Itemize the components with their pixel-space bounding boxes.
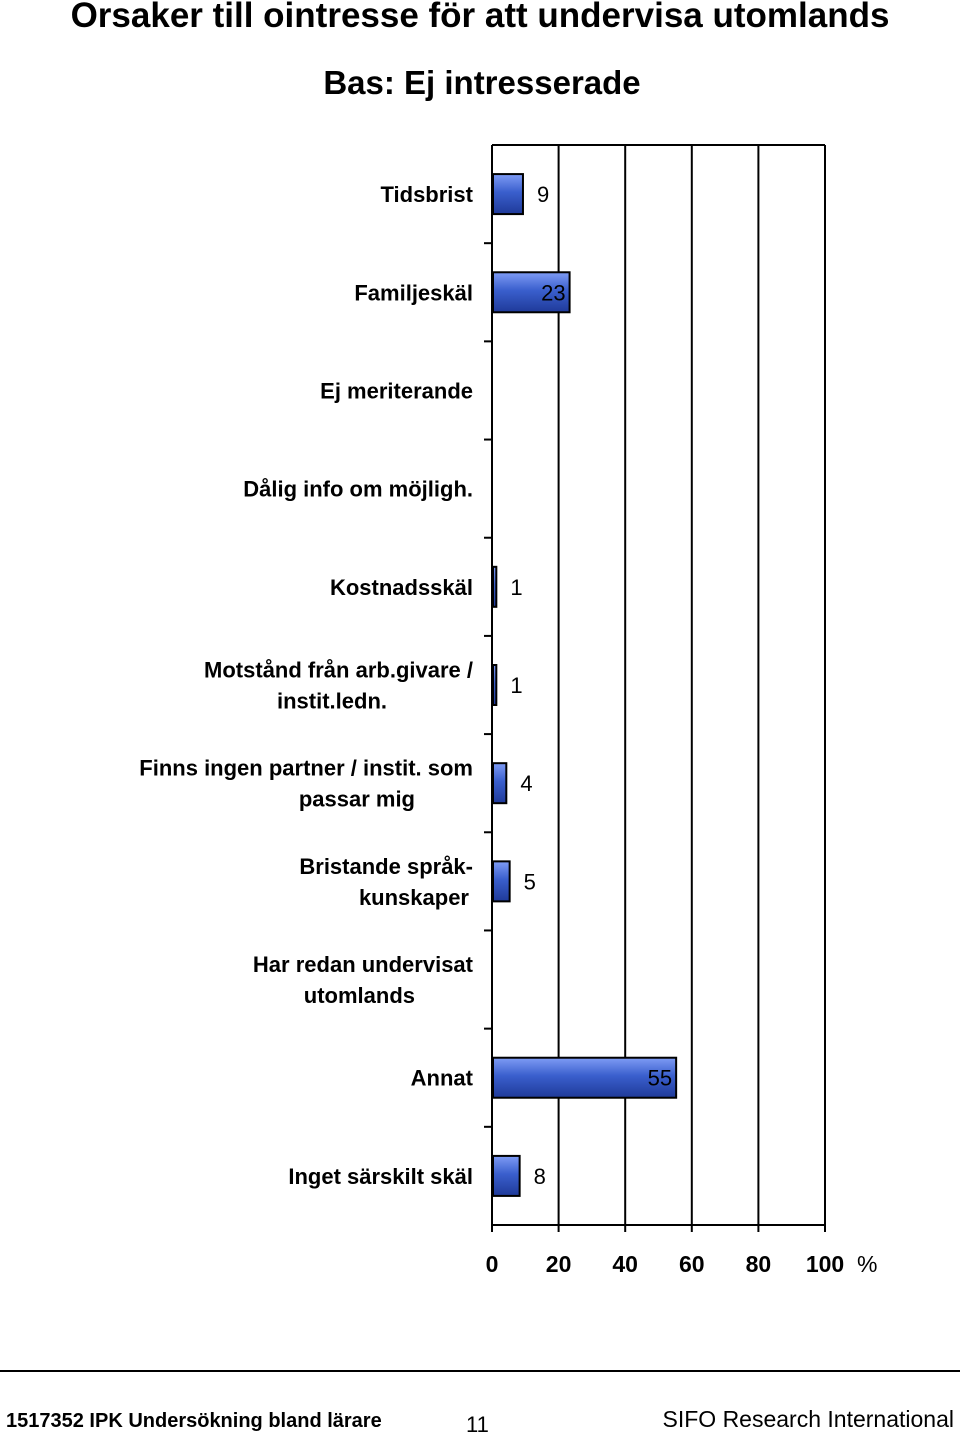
- bar: [492, 565, 498, 608]
- category-label-line: Tidsbrist: [380, 182, 473, 207]
- category-label-line: utomlands: [304, 983, 415, 1008]
- chart-title: Orsaker till ointresse för att undervisa…: [70, 0, 890, 35]
- data-label: 23: [541, 280, 565, 305]
- category-label: Kostnadsskäl: [330, 575, 473, 600]
- category-label: Har redan undervisat utomlands: [253, 952, 474, 1008]
- bar: [492, 1154, 521, 1197]
- category-label: Dålig info om möjligh.: [243, 477, 473, 502]
- bar: [492, 1056, 678, 1099]
- x-tick-label: 20: [546, 1251, 572, 1277]
- category-label-line: instit.ledn.: [277, 689, 387, 714]
- bar: [492, 762, 508, 805]
- footer-company: SIFO Research International: [662, 1406, 954, 1432]
- category-label-line: kunskaper: [359, 885, 469, 910]
- x-tick-label: 0: [486, 1251, 499, 1277]
- category-label-line: Har redan undervisat: [253, 952, 474, 977]
- category-label-line: Inget särskilt skäl: [288, 1164, 473, 1189]
- x-tick-label: 40: [612, 1251, 638, 1277]
- category-label: Familjeskäl: [354, 280, 473, 305]
- data-label: 55: [648, 1066, 672, 1091]
- category-label: Ej meriterande: [320, 378, 473, 403]
- category-label-line: Dålig info om möjligh.: [243, 477, 473, 502]
- footer-report-id: 1517352 IPK Undersökning bland lärare: [6, 1410, 382, 1432]
- category-label-line: Annat: [411, 1066, 474, 1091]
- footer-divider: [0, 1370, 960, 1372]
- category-label: Bristande språk-kunskaper: [299, 854, 473, 910]
- data-label: 9: [537, 182, 549, 207]
- category-label: Tidsbrist: [380, 182, 473, 207]
- category-label-line: Motstånd från arb.givare /: [204, 658, 473, 683]
- x-tick-label: 60: [679, 1251, 705, 1277]
- category-label: Annat: [411, 1066, 474, 1091]
- x-unit-label: %: [857, 1251, 877, 1277]
- footer-page-number: 11: [466, 1412, 489, 1437]
- category-label-line: Familjeskäl: [354, 280, 473, 305]
- bar: [492, 173, 524, 216]
- data-label: 8: [534, 1164, 546, 1189]
- category-label: Inget särskilt skäl: [288, 1164, 473, 1189]
- bar: [492, 860, 511, 903]
- bar: [492, 271, 571, 314]
- category-label: Motstånd från arb.givare / instit.ledn.: [204, 658, 473, 714]
- category-label-line: Finns ingen partner / instit. som: [139, 756, 473, 781]
- data-label: 5: [524, 869, 536, 894]
- category-label-line: Ej meriterande: [320, 378, 473, 403]
- category-label-line: passar mig: [299, 787, 415, 812]
- chart-subtitle: Bas: Ej intresserade: [323, 64, 641, 101]
- data-label: 1: [510, 673, 522, 698]
- x-tick-label: 80: [746, 1251, 772, 1277]
- data-label: 4: [520, 771, 532, 796]
- category-label-line: Bristande språk-: [299, 854, 473, 879]
- bar-chart: Tidsbrist 9 Familjeskäl 23 Ej meriterande Dål…: [139, 144, 877, 1277]
- bar: [492, 664, 498, 706]
- category-label: Finns ingen partner / instit. som passar …: [139, 756, 473, 812]
- x-tick-label: 100: [806, 1251, 844, 1277]
- data-label: 1: [510, 575, 522, 600]
- category-label-line: Kostnadsskäl: [330, 575, 473, 600]
